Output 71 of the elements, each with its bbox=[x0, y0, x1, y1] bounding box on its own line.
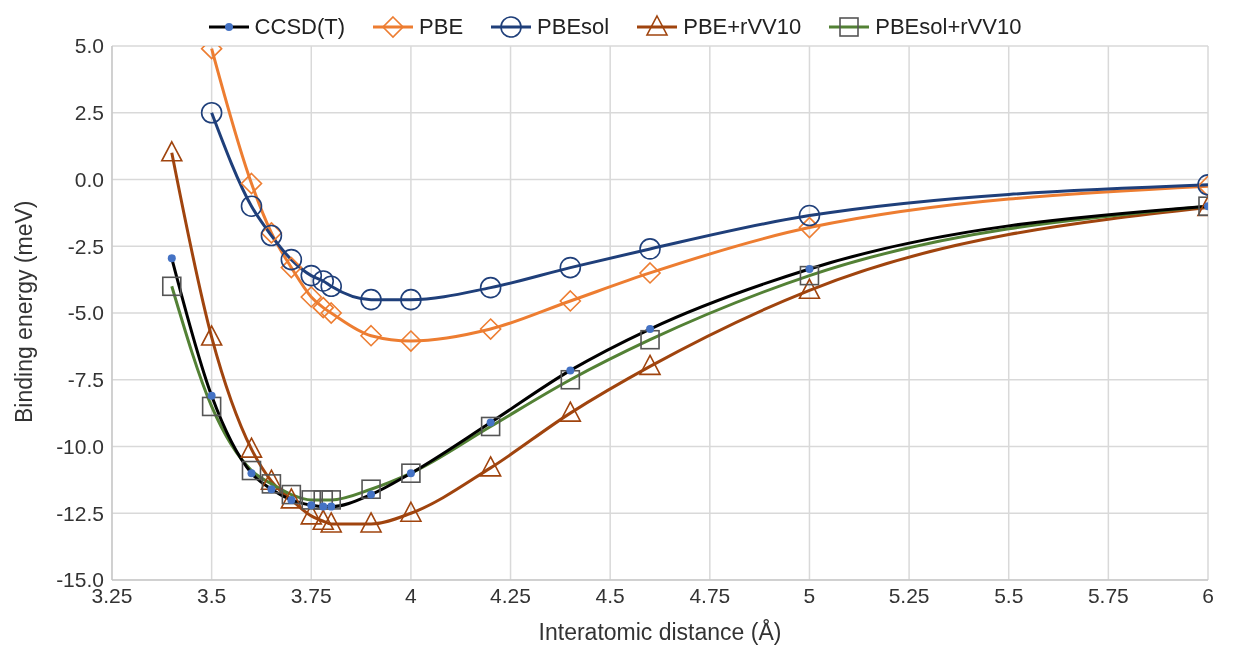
point bbox=[400, 330, 422, 352]
legend-label: PBEsol bbox=[537, 14, 610, 40]
point bbox=[312, 296, 335, 319]
x-tick-label: 4.5 bbox=[595, 583, 625, 607]
point bbox=[312, 509, 335, 531]
point bbox=[479, 276, 502, 299]
y-tick-label: -7.5 bbox=[67, 368, 104, 392]
point bbox=[639, 262, 661, 284]
point bbox=[300, 286, 323, 308]
point bbox=[798, 278, 821, 300]
point bbox=[640, 329, 660, 350]
point bbox=[479, 318, 502, 340]
point bbox=[360, 324, 382, 347]
point bbox=[560, 369, 581, 390]
legend-label: PBE bbox=[419, 14, 464, 40]
x-axis-title: Interatomic distance (Å) bbox=[538, 618, 782, 645]
point bbox=[200, 101, 223, 124]
point bbox=[261, 474, 282, 494]
y-tick-label: 5.0 bbox=[74, 34, 104, 58]
y-axis-title: Binding energy (meV) bbox=[11, 200, 38, 423]
point bbox=[240, 195, 263, 217]
point bbox=[480, 416, 501, 437]
point bbox=[312, 270, 335, 292]
x-tick-label: 4.75 bbox=[689, 583, 731, 607]
y-tick-label: -5.0 bbox=[67, 301, 104, 325]
point bbox=[200, 325, 223, 346]
y-tick-label: -12.5 bbox=[56, 501, 104, 525]
x-tick-label: 5.5 bbox=[994, 583, 1024, 607]
point bbox=[479, 456, 502, 477]
x-tick-label: 5.25 bbox=[888, 583, 930, 607]
point bbox=[320, 302, 342, 324]
legend-label: PBE+rVV10 bbox=[683, 14, 802, 40]
point bbox=[799, 265, 820, 286]
point bbox=[361, 479, 381, 500]
point bbox=[400, 501, 422, 523]
y-tick-label: -2.5 bbox=[67, 234, 104, 258]
point bbox=[400, 288, 422, 311]
legend-label: PBEsol+rVV10 bbox=[875, 14, 1022, 40]
point bbox=[201, 396, 222, 417]
point bbox=[240, 172, 263, 195]
point bbox=[559, 401, 582, 422]
point bbox=[320, 275, 342, 298]
x-tick-label: 6 bbox=[1202, 583, 1214, 607]
point bbox=[241, 460, 262, 481]
point bbox=[559, 290, 582, 312]
y-tick-label: -10.0 bbox=[56, 434, 104, 458]
legend-label: CCSD(T) bbox=[254, 14, 346, 40]
y-tick-label: 0.0 bbox=[74, 167, 104, 191]
point bbox=[320, 512, 342, 533]
point bbox=[240, 437, 263, 458]
point bbox=[161, 276, 182, 297]
point bbox=[360, 288, 382, 311]
point bbox=[798, 216, 821, 239]
point bbox=[301, 490, 322, 510]
point bbox=[280, 256, 303, 279]
point bbox=[160, 141, 183, 162]
point bbox=[559, 256, 582, 279]
point bbox=[639, 238, 661, 260]
y-tick-label: 2.5 bbox=[74, 101, 104, 125]
point bbox=[280, 248, 303, 271]
x-tick-label: 3.5 bbox=[197, 583, 227, 607]
point bbox=[300, 264, 323, 287]
x-tick-label: 4 bbox=[405, 583, 418, 607]
x-tick-label: 3.75 bbox=[290, 583, 332, 607]
x-tick-label: 4.25 bbox=[490, 583, 531, 607]
point bbox=[639, 354, 661, 376]
point bbox=[260, 469, 283, 491]
x-tick-label: 5 bbox=[803, 583, 816, 607]
point bbox=[360, 512, 382, 533]
x-tick-label: 5.75 bbox=[1087, 583, 1129, 607]
point bbox=[798, 204, 821, 227]
